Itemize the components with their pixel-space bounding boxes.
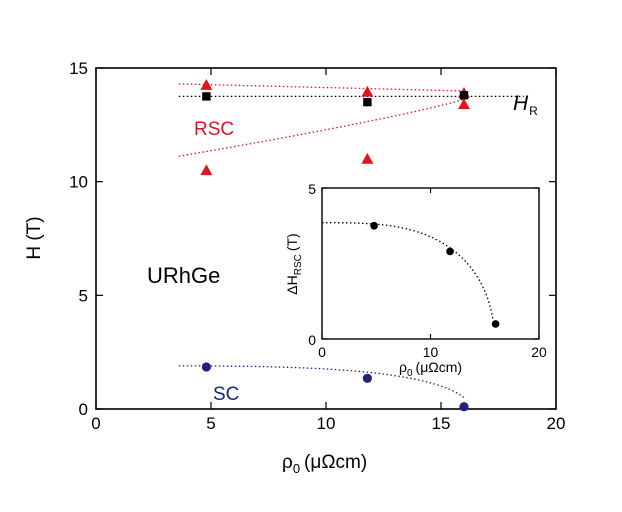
inset-point--h-rsc bbox=[370, 221, 378, 230]
main-x-tick-label: 15 bbox=[432, 414, 451, 433]
main-y-axis-label: H (T) bbox=[24, 216, 45, 259]
inset-y-axis-label: ΔHRSC (T) bbox=[284, 233, 304, 294]
hr-annotation: HR bbox=[513, 92, 538, 118]
main-tick-labels: 0 5 10 15 20 0 5 10 15 bbox=[69, 59, 565, 433]
hr-symbol: H bbox=[513, 92, 529, 115]
main-fit-curves bbox=[178, 83, 524, 398]
main-point-h-r bbox=[202, 92, 211, 101]
inset-x-sub: 0 bbox=[407, 368, 413, 379]
inset-point--h-rsc bbox=[446, 247, 454, 256]
main-point-rsc-lower bbox=[361, 152, 374, 164]
main-data-marks bbox=[200, 79, 470, 412]
inset-x-tick-label: 10 bbox=[423, 344, 439, 360]
main-x-tick-label: 20 bbox=[547, 414, 566, 433]
rsc-upper-curve bbox=[178, 83, 461, 92]
inset-y-sub: RSC bbox=[293, 254, 304, 275]
main-point-rsc-upper bbox=[200, 79, 213, 90]
main-point-sc bbox=[362, 373, 372, 383]
inset-tick-labels: 0 10 20 0 5 bbox=[308, 181, 547, 360]
main-x-unit: (μΩcm) bbox=[304, 452, 367, 473]
main-point-sc bbox=[201, 362, 211, 372]
inset-x-tick-label: 20 bbox=[531, 344, 547, 360]
compound-annotation: URhGe bbox=[147, 263, 220, 288]
main-y-tick-label: 10 bbox=[69, 173, 88, 192]
main-x-tick-label: 10 bbox=[317, 414, 336, 433]
hr-sub: R bbox=[529, 104, 538, 118]
sc-annotation: SC bbox=[213, 384, 239, 405]
inset-y-unit: (T) bbox=[284, 233, 300, 251]
inset-point--h-rsc bbox=[491, 320, 500, 328]
main-x-tick-label: 5 bbox=[206, 414, 215, 433]
inset-y-main: ΔH bbox=[284, 275, 300, 294]
main-x-sub: 0 bbox=[293, 461, 300, 476]
inset-y-tick-label: 0 bbox=[308, 332, 316, 348]
main-y-tick-label: 0 bbox=[79, 400, 88, 419]
main-point-rsc-upper bbox=[361, 85, 374, 97]
inset-fit-curve bbox=[322, 222, 494, 320]
main-point-rsc-lower bbox=[458, 98, 470, 110]
main-point-sc bbox=[459, 402, 469, 412]
main-x-symbol: ρ bbox=[282, 452, 293, 473]
main-point-h-r bbox=[459, 91, 469, 100]
main-x-tick-label: 0 bbox=[91, 414, 100, 433]
inset-x-symbol: ρ bbox=[399, 359, 407, 375]
inset-x-tick-label: 0 bbox=[318, 344, 326, 360]
inset-y-tick-label: 5 bbox=[308, 181, 316, 197]
main-ticks bbox=[95, 67, 557, 410]
inset-plot-frame bbox=[321, 187, 540, 340]
inset-x-unit: (μΩcm) bbox=[416, 359, 463, 375]
main-point-h-r bbox=[363, 97, 372, 107]
inset-data-marks bbox=[370, 221, 500, 328]
rsc-annotation: RSC bbox=[194, 119, 234, 140]
main-point-rsc-lower bbox=[200, 164, 213, 176]
rsc-lower-curve bbox=[178, 98, 465, 157]
main-y-tick-label: 5 bbox=[79, 286, 88, 305]
main-x-axis-label: ρ0 (μΩcm) bbox=[282, 452, 367, 476]
inset-ticks bbox=[321, 187, 540, 340]
inset-x-axis-label: ρ0 (μΩcm) bbox=[399, 359, 462, 379]
inset-fit-line bbox=[322, 222, 494, 320]
main-y-tick-label: 15 bbox=[69, 59, 88, 78]
